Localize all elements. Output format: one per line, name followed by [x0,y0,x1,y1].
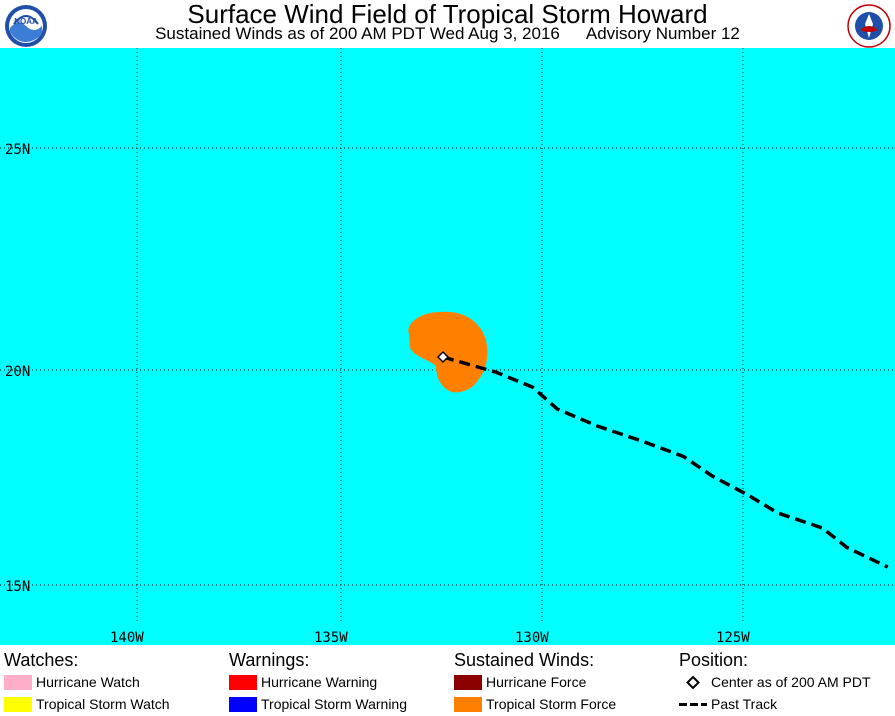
legend-item-label: Tropical Storm Watch [36,696,170,712]
legend-item-hurricane-watch: Hurricane Watch [4,671,170,693]
lon-label-135w: 135W [314,630,348,645]
noaa-logo-text: NOAA [14,17,38,26]
nws-logo-icon [847,4,891,48]
wind-field-map: 25N 20N 15N 140W 135W 130W 125W [0,48,895,645]
page-subtitle: Sustained Winds as of 200 AM PDT Wed Aug… [0,24,895,44]
tropical-storm-watch-swatch [4,696,32,712]
legend-warnings-heading: Warnings: [229,650,310,670]
legend-position: Position: Center as of 200 AM PDT Past T… [679,649,871,715]
legend-item-hurricane-warning: Hurricane Warning [229,671,407,693]
page-title: Surface Wind Field of Tropical Storm How… [187,0,708,29]
storm-center-marker [436,350,450,364]
past-track-dash-icon [679,702,707,706]
legend-warnings: Warnings: Hurricane Warning Tropical Sto… [229,649,407,715]
legend-item-label: Hurricane Force [486,674,587,690]
lat-label-25n: 25N [5,142,30,158]
legend-item-label: Past Track [711,696,778,712]
hurricane-warning-swatch [229,674,257,690]
lat-label-20n: 20N [5,364,30,380]
legend-item-label: Tropical Storm Warning [261,696,408,712]
legend-item-hurricane-force: Hurricane Force [454,671,616,693]
lon-label-130w: 130W [515,630,549,645]
tropical-storm-force-swatch [454,696,482,712]
legend-item-label: Hurricane Warning [261,674,378,690]
legend-sustained-winds: Sustained Winds: Hurricane Force Tropica… [454,649,616,715]
legend-winds-heading: Sustained Winds: [454,650,595,670]
hurricane-force-swatch [454,674,482,690]
subtitle-advisory: Advisory Number 12 [585,24,740,43]
tropical-storm-warning-swatch [229,696,257,712]
legend-position-heading: Position: [679,650,749,670]
lat-label-15n: 15N [5,579,30,595]
legend-item-label: Center as of 200 AM PDT [711,674,871,690]
hurricane-watch-swatch [4,674,32,690]
legend-item-tropical-storm-warning: Tropical Storm Warning [229,693,407,715]
center-diamond-icon [686,675,700,689]
legend-watches: Watches: Hurricane Watch Tropical Storm … [4,649,170,715]
tropical-storm-force-wind-field [408,311,488,393]
legend-item-past-track: Past Track [679,693,871,715]
legend-item-tropical-storm-watch: Tropical Storm Watch [4,693,170,715]
legend-watches-heading: Watches: [4,650,79,670]
legend-item-label: Tropical Storm Force [486,696,617,712]
lon-label-140w: 140W [110,630,144,645]
noaa-logo-icon: NOAA [5,5,47,47]
legend-item-center: Center as of 200 AM PDT [679,671,871,693]
header: NOAA Surface Wind Field of Tropical Stor… [0,0,895,48]
legend-item-label: Hurricane Watch [36,674,140,690]
subtitle-valid-time: Sustained Winds as of 200 AM PDT Wed Aug… [155,24,560,43]
legend: Watches: Hurricane Watch Tropical Storm … [0,645,895,716]
lon-label-125w: 125W [716,630,750,645]
past-track-line [442,355,889,569]
legend-item-tropical-storm-force: Tropical Storm Force [454,693,616,715]
